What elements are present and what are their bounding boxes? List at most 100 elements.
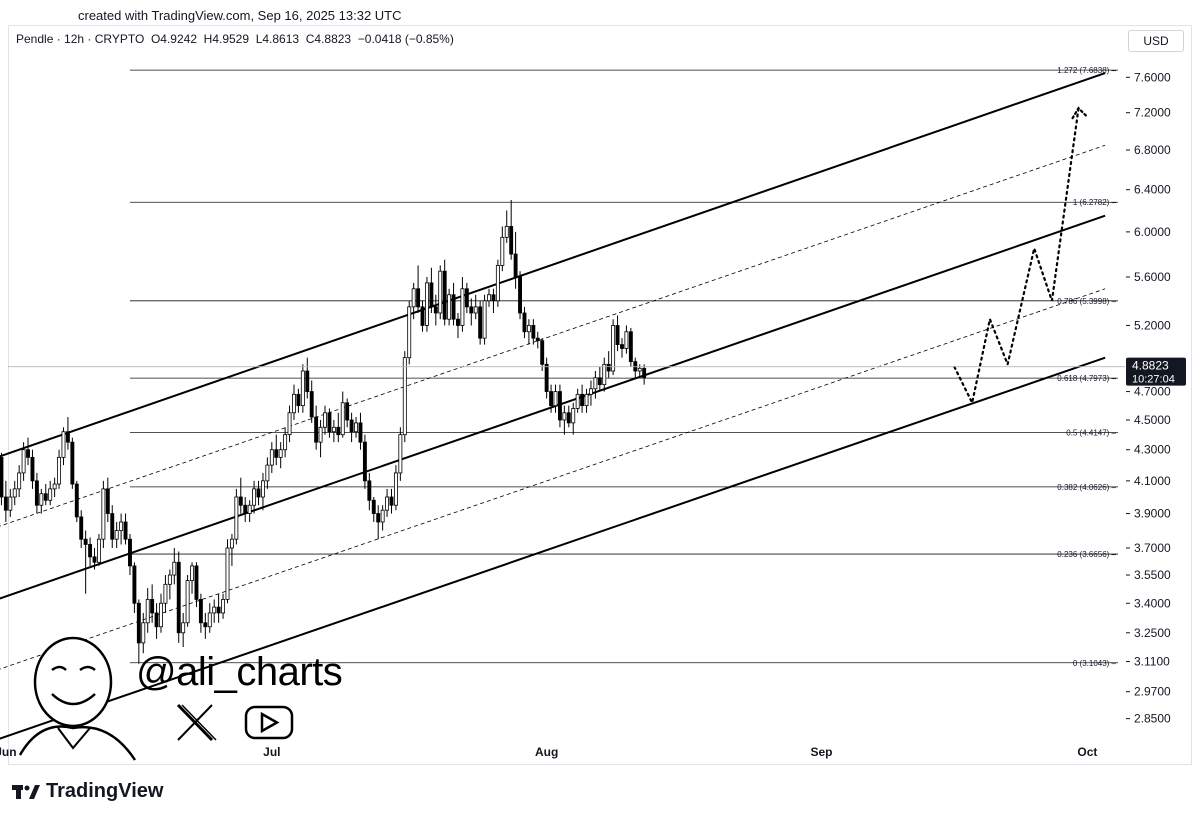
candle-body (566, 412, 571, 424)
candle-body (194, 565, 199, 600)
candle-body (429, 282, 434, 308)
candle-body (376, 513, 381, 523)
candle-body (287, 412, 292, 436)
candle-body (216, 606, 221, 614)
candle-body (221, 599, 226, 614)
candle-body (12, 488, 17, 498)
x-logo-icon (176, 703, 217, 742)
candle-body (442, 270, 447, 320)
candle-body (389, 496, 394, 506)
candle-body (544, 363, 549, 392)
candle-body (296, 393, 301, 407)
candle-body (119, 521, 124, 531)
candle-body (256, 488, 261, 498)
candle-body (624, 331, 629, 349)
last-price-tag (1126, 357, 1186, 386)
candle-body (150, 599, 155, 614)
candle-body (269, 449, 274, 466)
candle-body (212, 606, 217, 614)
candle-body (229, 538, 234, 549)
price-tick-label: 4.7000 (1134, 385, 1171, 399)
candle-body (509, 226, 514, 255)
candle-body (123, 521, 128, 540)
candle-body (628, 331, 633, 363)
avatar-illustration (18, 636, 137, 761)
candle-body (225, 547, 230, 600)
time-tick-label: Jul (263, 745, 280, 759)
candle-body (176, 561, 181, 634)
candle-body (500, 236, 505, 266)
candle-body (234, 496, 239, 540)
candle-body (305, 370, 310, 392)
candle-body (163, 583, 168, 604)
candle-body (172, 561, 177, 576)
candle-body (597, 377, 602, 386)
candle-body (26, 449, 30, 458)
lower-mid-channel (0, 288, 1106, 670)
candle-body (367, 480, 372, 501)
candle-body (464, 288, 469, 308)
candle-body (318, 426, 323, 443)
candle-body (340, 402, 345, 436)
candle-body (362, 441, 367, 482)
price-tick-label: 7.2000 (1134, 106, 1171, 120)
candle-body (460, 288, 465, 326)
candle-body (402, 357, 407, 436)
currency-selector[interactable]: USD (1128, 30, 1184, 52)
youtube-icon (244, 705, 294, 740)
candle-body (323, 412, 327, 428)
candle-body (3, 496, 8, 511)
candle-body (48, 488, 53, 501)
time-tick-label: Aug (535, 745, 558, 759)
projection-arrowhead (1071, 106, 1088, 120)
candle-body (593, 377, 598, 390)
author-handle: @ali_charts (136, 650, 343, 694)
candle-body (238, 496, 243, 506)
candle-body (637, 367, 642, 372)
candle-body (456, 318, 460, 326)
candle-body (620, 344, 624, 349)
candle-body (252, 488, 257, 506)
candle-body (61, 431, 66, 458)
time-tick-label: Sep (810, 745, 832, 759)
candle-body (243, 504, 248, 514)
candle-body (110, 513, 115, 540)
candle-body (526, 325, 531, 333)
candle-body (433, 306, 438, 314)
time-tick-label: Jun (0, 745, 17, 759)
candle-body (101, 488, 106, 540)
candle-body (145, 599, 150, 624)
candle-body (327, 412, 332, 433)
candle-body (43, 493, 48, 501)
candle-body (39, 493, 44, 506)
candle-body (154, 612, 159, 628)
candle-body (198, 599, 203, 624)
tradingview-wordmark: TradingView (46, 780, 164, 802)
candle-body (580, 393, 585, 407)
candle-body (380, 509, 385, 523)
candle-body (518, 276, 522, 314)
candle-body (611, 325, 616, 372)
price-tick-label: 4.5000 (1134, 413, 1171, 427)
candle-body (309, 391, 314, 418)
last-price-countdown: 10:27:04 (1132, 374, 1175, 386)
price-tick-label: 6.8000 (1134, 143, 1171, 157)
fib-level-label: 0.236 (3.6656) – (1057, 550, 1116, 559)
candle-body (522, 312, 527, 333)
candle-body (83, 538, 88, 545)
channel-lines (0, 72, 1106, 740)
candle-body (531, 325, 536, 339)
tradingview-brand[interactable]: TradingView (12, 780, 163, 803)
price-tick-label: 3.5500 (1134, 568, 1171, 582)
price-tick-label: 3.4000 (1134, 596, 1171, 610)
fib-level-label: 1 (6.2782) – (1073, 198, 1117, 207)
fib-level-label: 1.272 (7.6838) – (1057, 66, 1116, 75)
avatar-head (33, 636, 113, 728)
candle-body (540, 340, 545, 365)
fib-level-label: 0.382 (4.0626) – (1057, 483, 1116, 492)
candle-body (17, 472, 22, 490)
candle-body (57, 456, 62, 485)
candle-body (571, 408, 576, 424)
candle-body (416, 288, 421, 308)
